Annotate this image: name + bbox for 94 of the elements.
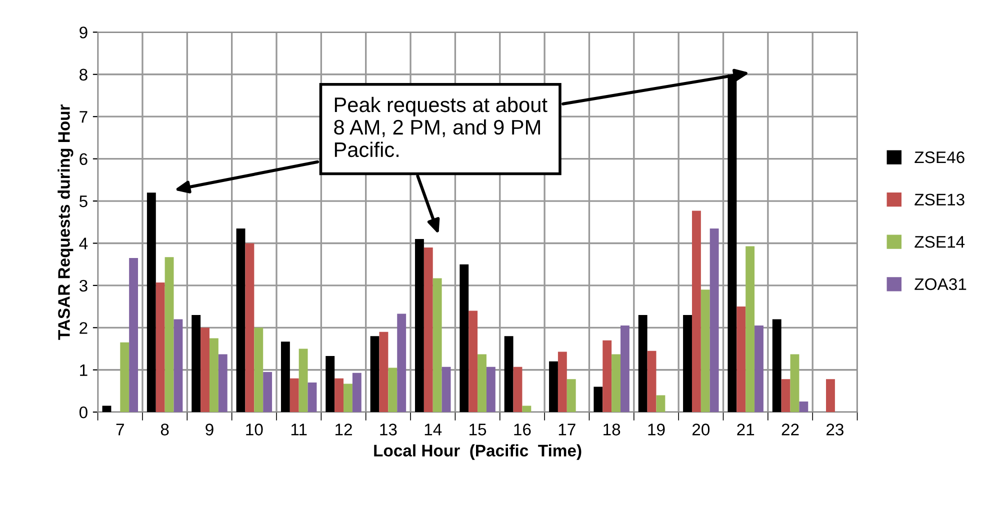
bar (200, 328, 210, 412)
bar (218, 354, 228, 412)
y-axis-title: TASAR Requests during Hour (58, 104, 74, 340)
bar (602, 340, 612, 412)
bar (638, 315, 648, 412)
bar (468, 310, 478, 412)
x-axis-title: Local Hour (Pacific Time) (374, 444, 582, 460)
x-tick-label: 7 (116, 424, 124, 436)
bar (772, 319, 782, 412)
bar (164, 257, 174, 412)
bar (102, 406, 112, 412)
y-tick-label: 9 (80, 26, 88, 38)
legend-label: ZSE46 (914, 151, 964, 164)
bar (334, 378, 344, 412)
bar (594, 386, 603, 412)
x-tick-label: 14 (424, 424, 442, 436)
bar (326, 356, 335, 412)
bar (781, 379, 790, 412)
bar (120, 342, 130, 412)
bar (379, 332, 388, 412)
x-tick-label: 16 (514, 424, 531, 436)
bar (620, 326, 630, 412)
bar (290, 378, 299, 412)
bar (415, 239, 424, 412)
annotation: Peak requests at about 8 AM, 2 PM, and 9 PM Pacific. (334, 96, 548, 158)
y-tick-label: 8 (80, 68, 88, 81)
x-tick-label: 19 (648, 424, 665, 436)
bar (656, 395, 666, 412)
bar (280, 342, 290, 412)
legend-label: ZSE13 (914, 194, 964, 206)
bar (826, 379, 835, 412)
bar (174, 319, 183, 412)
x-tick-label: 10 (246, 424, 263, 436)
bar (236, 228, 246, 412)
legend-label: ZOA31 (914, 278, 966, 290)
x-tick-label: 11 (291, 424, 307, 436)
bar (192, 315, 201, 412)
x-tick-label: 17 (558, 424, 576, 436)
x-tick-label: 12 (336, 424, 352, 436)
bar (710, 228, 719, 412)
bar (263, 372, 272, 412)
x-tick-label: 21 (737, 424, 754, 436)
bar (146, 192, 156, 412)
bar (790, 354, 800, 412)
y-tick-label: 4 (79, 238, 88, 250)
bar (486, 366, 496, 412)
bar (558, 352, 567, 412)
y-tick-label: 0 (79, 406, 88, 418)
bar (692, 210, 701, 412)
bar (298, 348, 308, 412)
x-tick-label: 22 (782, 424, 799, 436)
bar (549, 361, 558, 412)
bar (388, 368, 398, 412)
bar (129, 258, 138, 412)
bar (754, 326, 764, 412)
x-tick-label: 8 (160, 424, 169, 436)
x-tick-label: 18 (604, 424, 620, 436)
y-tick-label: 2 (80, 322, 88, 334)
bar (736, 306, 746, 412)
bar (566, 379, 576, 412)
bar (700, 290, 710, 412)
y-tick-label: 3 (79, 280, 88, 292)
x-tick-label: 13 (380, 424, 397, 436)
bar (344, 384, 352, 412)
bar (746, 246, 755, 412)
bar (156, 282, 165, 412)
bar (432, 278, 442, 412)
bar (612, 354, 621, 412)
bar (460, 264, 469, 412)
bar (397, 314, 406, 412)
x-tick-label: 9 (206, 424, 214, 436)
bar (245, 243, 254, 412)
bar (683, 315, 692, 412)
bar (513, 366, 522, 412)
bar (522, 406, 532, 412)
bar (308, 382, 317, 412)
legend-label: ZSE14 (914, 236, 965, 248)
bar (647, 350, 656, 412)
y-tick-label: 1 (80, 364, 88, 376)
x-tick-label: 15 (470, 424, 486, 436)
bar (799, 402, 808, 412)
x-tick-label: 23 (826, 424, 844, 436)
bar (209, 338, 218, 412)
y-tick-label: 7 (80, 111, 88, 123)
bar (352, 372, 362, 412)
x-tick-label: 20 (692, 424, 710, 436)
bar (254, 328, 264, 412)
y-tick-label: 6 (80, 153, 88, 166)
bar (478, 354, 486, 412)
bar (504, 336, 514, 412)
y-tick-label: 5 (79, 196, 88, 208)
bar (424, 247, 433, 412)
bar (370, 336, 380, 412)
bar (442, 366, 451, 412)
